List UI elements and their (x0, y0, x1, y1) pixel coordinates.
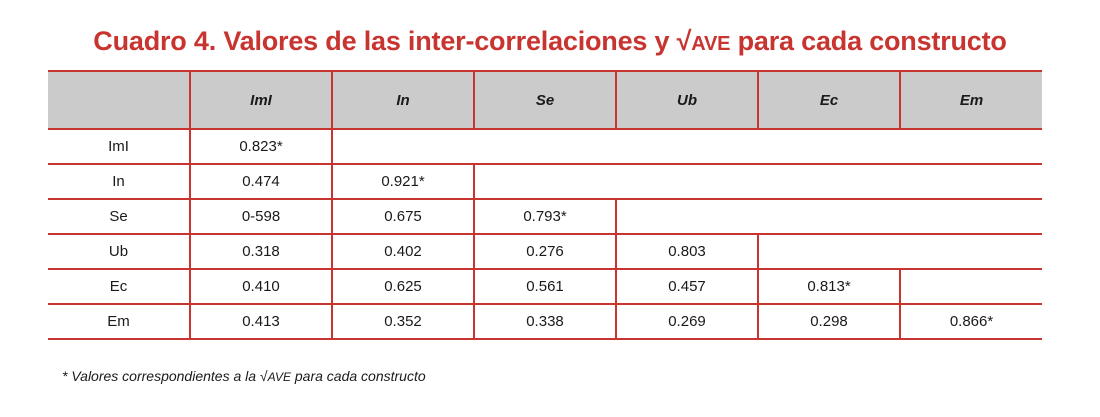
table-cell: 0.625 (331, 269, 474, 305)
footnote-acronym: AVE (267, 370, 291, 384)
table-row: Ec 0.410 0.625 0.561 0.457 0.813* (48, 269, 1042, 305)
table-row: Se 0-598 0.675 0.793* (48, 199, 1042, 235)
table-cell: 0.413 (189, 304, 332, 340)
table-cell: 0.338 (473, 304, 616, 340)
table-cell: 0.352 (331, 304, 474, 340)
header-row: ImI In Se Ub Ec Em (48, 70, 1042, 130)
table-cell: 0.921* (331, 164, 474, 200)
table-cell: 0.318 (189, 234, 332, 270)
table-title: Cuadro 4. Valores de las inter-correlaci… (0, 26, 1100, 57)
table-cell: 0-598 (189, 199, 332, 235)
row-label: In (48, 164, 190, 200)
row-label: ImI (48, 129, 190, 165)
table-cell: 0.813* (757, 269, 900, 305)
title-acronym: AVE (691, 33, 731, 55)
row-label: Ub (48, 234, 190, 270)
header-corner-cell (48, 70, 190, 130)
table-row: Em 0.413 0.352 0.338 0.269 0.298 0.866* (48, 304, 1042, 340)
empty-cell (899, 269, 1042, 305)
title-suffix: para cada constructo (730, 26, 1007, 56)
table-cell: 0.823* (189, 129, 332, 165)
table-row: In 0.474 0.921* (48, 164, 1042, 200)
table-cell: 0.410 (189, 269, 332, 305)
title-prefix: Cuadro 4. Valores de las inter-correlaci… (93, 26, 692, 56)
correlation-table: ImI In Se Ub Ec Em ImI 0.823* In 0.474 0.921* Se 0-… (48, 70, 1042, 340)
table-row: ImI 0.823* (48, 129, 1042, 165)
column-header-ec: Ec (757, 70, 900, 130)
empty-cell (331, 129, 1042, 165)
column-header-imi: ImI (189, 70, 332, 130)
table-cell: 0.474 (189, 164, 332, 200)
empty-cell (615, 199, 1042, 235)
column-header-se: Se (473, 70, 616, 130)
row-label: Ec (48, 269, 190, 305)
table-cell: 0.675 (331, 199, 474, 235)
table-cell: 0.561 (473, 269, 616, 305)
empty-cell (473, 164, 1042, 200)
table-cell: 0.803 (615, 234, 758, 270)
footnote-prefix: * Valores correspondientes a la √ (62, 368, 268, 384)
table-body: ImI 0.823* In 0.474 0.921* Se 0-598 0.675 0.793*… (48, 129, 1042, 340)
table-cell: 0.298 (757, 304, 900, 340)
empty-cell (757, 234, 1042, 270)
footnote-suffix: para cada constructo (290, 368, 426, 384)
table-cell: 0.276 (473, 234, 616, 270)
correlation-table-container: ImI In Se Ub Ec Em ImI 0.823* In 0.474 0.921* Se 0-… (48, 70, 1042, 340)
row-label: Em (48, 304, 190, 340)
table-cell: 0.793* (473, 199, 616, 235)
column-header-in: In (331, 70, 474, 130)
column-header-em: Em (899, 70, 1042, 130)
table-cell: 0.866* (899, 304, 1042, 340)
table-cell: 0.402 (331, 234, 474, 270)
row-label: Se (48, 199, 190, 235)
table-cell: 0.457 (615, 269, 758, 305)
table-cell: 0.269 (615, 304, 758, 340)
column-header-ub: Ub (615, 70, 758, 130)
footnote: * Valores correspondientes a la √AVE par… (62, 368, 426, 384)
table-row: Ub 0.318 0.402 0.276 0.803 (48, 234, 1042, 270)
